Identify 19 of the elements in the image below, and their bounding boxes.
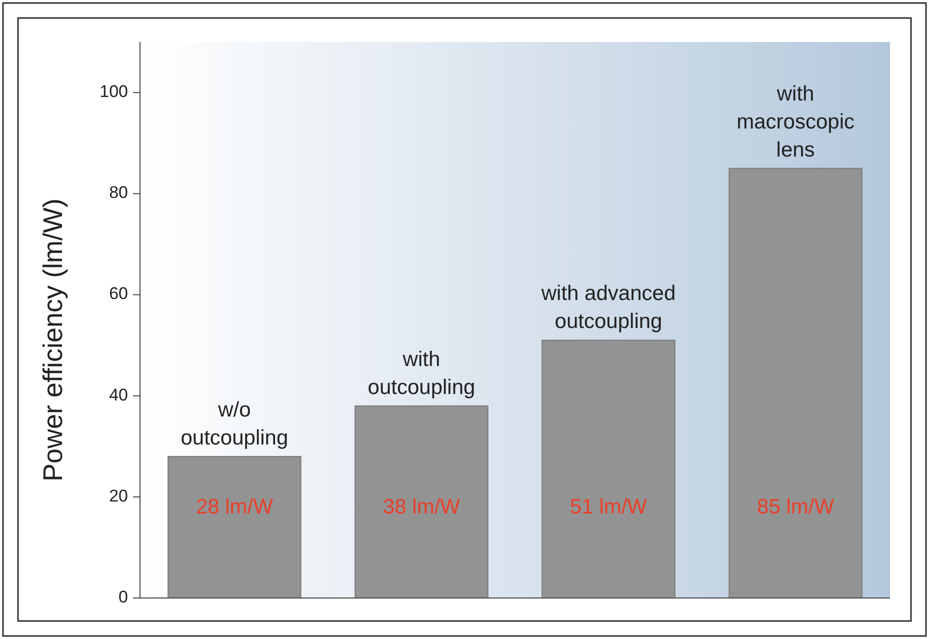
data-label: 51 lm/W bbox=[570, 496, 648, 519]
bar bbox=[542, 340, 676, 598]
y-tick-label: 100 bbox=[100, 82, 128, 102]
bar bbox=[354, 405, 488, 598]
y-tick-label: 80 bbox=[109, 183, 128, 202]
x-tick-label: with macroscopic lens bbox=[736, 82, 854, 162]
y-tick-label: 40 bbox=[109, 385, 128, 404]
x-tick-label: with advanced outcoupling bbox=[540, 282, 676, 334]
y-axis-title: Power efficiency (lm/W) bbox=[38, 198, 68, 482]
y-tick-label: 0 bbox=[118, 587, 128, 606]
data-label: 28 lm/W bbox=[196, 496, 274, 519]
data-label: 85 lm/W bbox=[757, 496, 834, 519]
bar bbox=[728, 168, 862, 598]
y-tick-label: 20 bbox=[109, 486, 128, 506]
data-label: 38 lm/W bbox=[382, 496, 460, 519]
bar bbox=[168, 456, 302, 598]
y-tick-label: 60 bbox=[109, 284, 128, 304]
x-tick-label: w/o outcoupling bbox=[180, 398, 288, 450]
x-tick-label: with outcoupling bbox=[368, 348, 476, 399]
